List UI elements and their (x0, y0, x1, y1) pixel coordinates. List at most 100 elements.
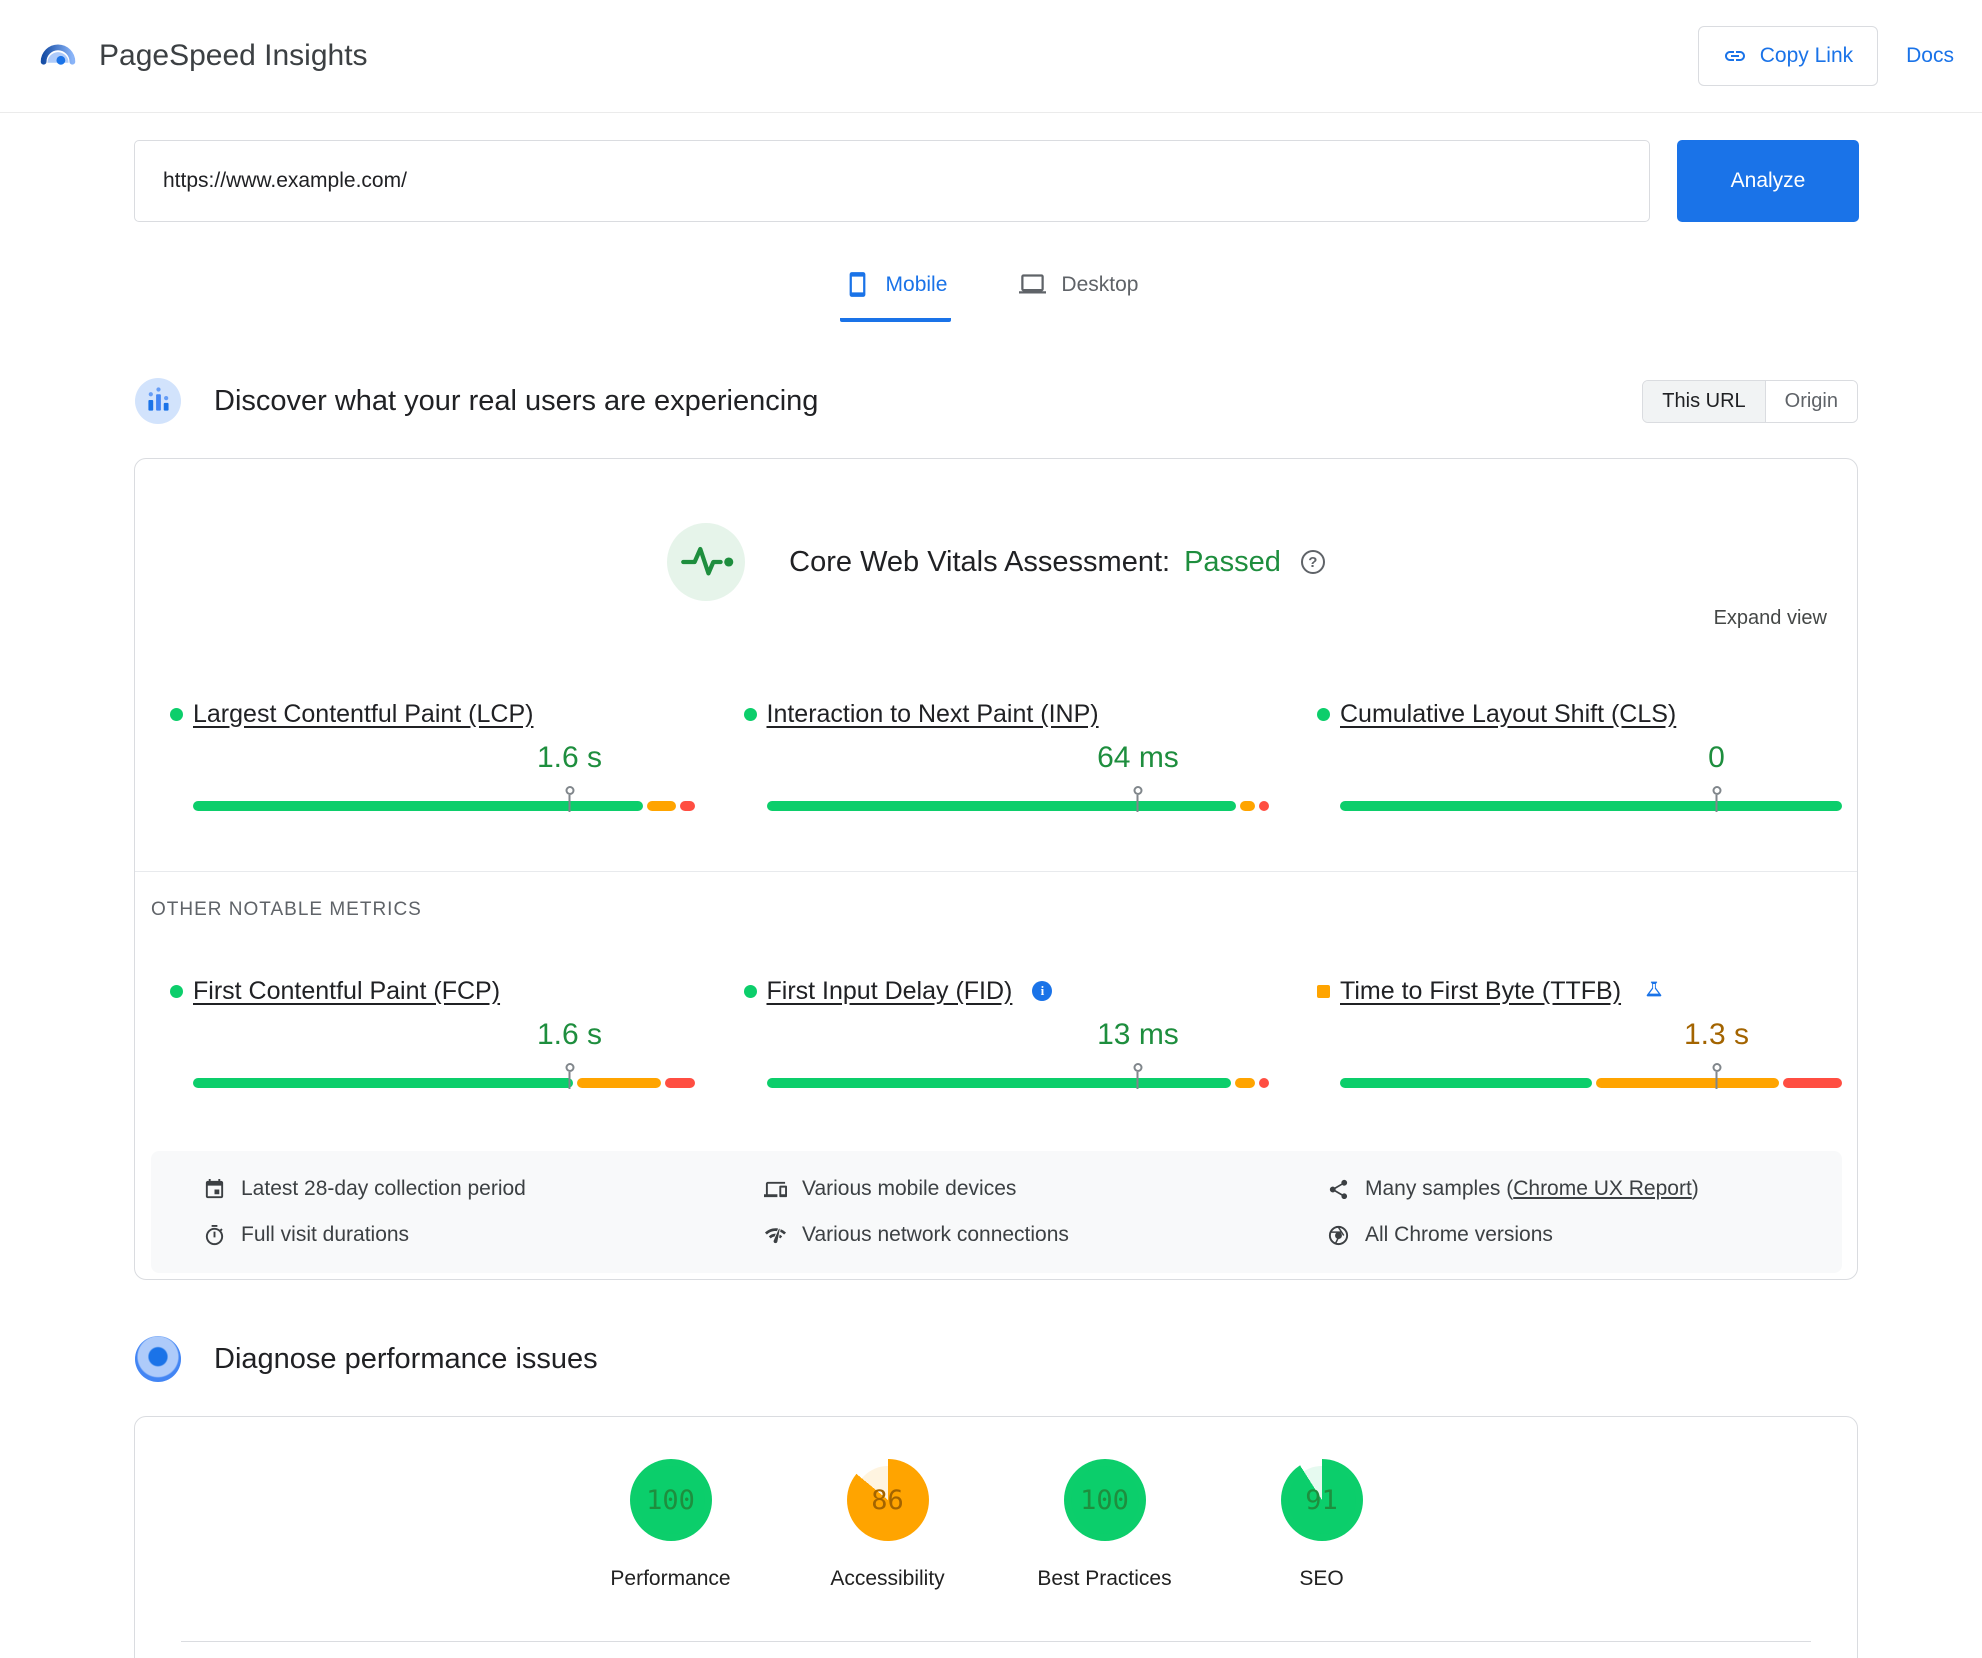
expand-view-link[interactable]: Expand view (1713, 607, 1827, 629)
footnote-collection-period: Latest 28-day collection period (203, 1177, 764, 1201)
report-divider (181, 1641, 1811, 1642)
field-data-footnotes: Latest 28-day collection period Full vis… (151, 1151, 1842, 1273)
pagespeed-logo-icon (40, 44, 76, 65)
metric-link-fid[interactable]: First Input Delay (FID) (766, 976, 1013, 1005)
calendar-icon (205, 1178, 224, 1198)
score-value: 91 (1305, 1484, 1338, 1516)
tab-mobile-label: Mobile (885, 272, 948, 296)
help-icon[interactable]: ? (1300, 550, 1325, 574)
footnote-mobile-devices: Various mobile devices (764, 1177, 1327, 1201)
metric-ttfb: Time to First Byte (TTFB) 1.3 s (1317, 976, 1842, 1089)
pulse-icon (667, 523, 746, 601)
category-scores: 100 Performance 86 Accessibility 100 Bes… (135, 1417, 1857, 1591)
status-dot (743, 984, 757, 998)
app-title: PageSpeed Insights (99, 39, 368, 72)
cwv-assessment-result: Passed (1184, 545, 1281, 578)
stopwatch-icon (205, 1224, 224, 1245)
metric-inp: Interaction to Next Paint (INP) 64 ms (743, 699, 1269, 812)
copy-link-button[interactable]: Copy Link (1697, 26, 1879, 86)
lighthouse-report-card: 100 Performance 86 Accessibility 100 Bes… (134, 1416, 1858, 1658)
url-input[interactable] (134, 140, 1650, 222)
metric-value: 1.3 s (1683, 1018, 1750, 1051)
score-gauge[interactable]: 86 (846, 1459, 929, 1541)
status-dot (170, 984, 183, 998)
score-gauge[interactable]: 91 (1280, 1459, 1363, 1541)
laptop-icon (1019, 274, 1047, 294)
card-divider (135, 871, 1857, 872)
distribution-bar (1340, 1063, 1842, 1089)
chrome-icon (1328, 1225, 1349, 1245)
status-dot (1317, 707, 1330, 721)
info-icon[interactable]: i (1032, 981, 1053, 1001)
score-gauge[interactable]: 100 (1063, 1459, 1146, 1541)
other-metrics-row: First Contentful Paint (FCP) 1.6 s First… (135, 976, 1857, 1089)
footnote-chrome-versions: All Chrome versions (1327, 1223, 1842, 1247)
samples-icon (1329, 1179, 1348, 1199)
experimental-flask-icon[interactable] (1643, 978, 1665, 1005)
core-web-vitals-card: Core Web Vitals Assessment: Passed ? Exp… (134, 458, 1858, 1280)
score-accessibility: 86 Accessibility (783, 1459, 993, 1591)
tab-desktop-label: Desktop (1061, 272, 1139, 296)
metric-link-inp[interactable]: Interaction to Next Paint (INP) (766, 699, 1099, 728)
p75-marker (1133, 1063, 1143, 1089)
url-bar: Analyze (134, 140, 1859, 222)
scope-toggle: This URL Origin (1642, 379, 1858, 423)
score-performance: 100 Performance (566, 1459, 776, 1591)
chrome-ux-report-link[interactable]: Chrome UX Report (1513, 1177, 1692, 1200)
footnote-samples: Many samples (Chrome UX Report) (1327, 1177, 1842, 1201)
footnote-text: All Chrome versions (1365, 1223, 1553, 1246)
metric-value: 64 ms (1097, 741, 1179, 774)
field-data-title: Discover what your real users are experi… (214, 384, 819, 417)
distribution-bar (1340, 786, 1842, 812)
metric-link-lcp[interactable]: Largest Contentful Paint (LCP) (193, 699, 534, 728)
network-icon (764, 1227, 787, 1243)
metric-fid: First Input Delay (FID) i 13 ms (743, 976, 1269, 1089)
metric-link-ttfb[interactable]: Time to First Byte (TTFB) (1340, 976, 1622, 1005)
tab-mobile[interactable]: Mobile (839, 271, 952, 322)
metric-fcp: First Contentful Paint (FCP) 1.6 s (170, 976, 695, 1089)
distribution-bar (766, 1063, 1269, 1089)
metric-value: 0 (1708, 741, 1725, 774)
tab-desktop[interactable]: Desktop (1015, 271, 1142, 322)
copy-link-label: Copy Link (1759, 44, 1854, 67)
metric-link-cls[interactable]: Cumulative Layout Shift (CLS) (1340, 699, 1677, 728)
distribution-bar (193, 786, 695, 812)
status-dot (743, 707, 757, 721)
score-gauge[interactable]: 100 (629, 1459, 712, 1541)
score-best-practices: 100 Best Practices (1000, 1459, 1210, 1591)
metric-lcp: Largest Contentful Paint (LCP) 1.6 s (170, 699, 695, 812)
metric-value: 1.6 s (536, 1018, 603, 1051)
p75-marker (1712, 1063, 1721, 1089)
devices-icon (764, 1181, 787, 1197)
metric-link-fcp[interactable]: First Contentful Paint (FCP) (193, 976, 501, 1005)
score-value: 100 (646, 1484, 695, 1516)
toggle-this-url[interactable]: This URL (1643, 380, 1766, 422)
score-value: 86 (871, 1484, 904, 1516)
diagnose-title: Diagnose performance issues (214, 1342, 598, 1375)
cwv-assessment-label: Core Web Vitals Assessment: (789, 545, 1171, 578)
analyze-button[interactable]: Analyze (1677, 140, 1859, 222)
p75-marker (565, 1063, 574, 1089)
cwv-assessment-head: Core Web Vitals Assessment: Passed ? (135, 459, 1857, 601)
score-label: Performance (610, 1567, 731, 1590)
toggle-origin[interactable]: Origin (1765, 380, 1857, 422)
docs-link[interactable]: Docs (1906, 44, 1954, 67)
footnote-text: Many samples (Chrome UX Report) (1365, 1177, 1699, 1200)
field-data-section-head: Discover what your real users are experi… (135, 378, 1858, 424)
cwv-assessment-title: Core Web Vitals Assessment: Passed ? (789, 546, 1325, 579)
status-dot (1317, 984, 1330, 998)
p75-marker (565, 786, 574, 812)
diagnose-section-head: Diagnose performance issues (135, 1336, 1858, 1382)
smartphone-icon (849, 272, 865, 297)
footnote-text: Various mobile devices (802, 1177, 1017, 1200)
footnote-visit-durations: Full visit durations (203, 1223, 764, 1247)
score-seo: 91 SEO (1217, 1459, 1427, 1591)
core-metrics-row: Largest Contentful Paint (LCP) 1.6 s Int… (135, 699, 1857, 812)
score-label: Best Practices (1037, 1567, 1172, 1590)
distribution-bar (193, 1063, 695, 1089)
metric-value: 13 ms (1097, 1018, 1179, 1051)
p75-marker (1133, 786, 1143, 812)
link-icon (1724, 51, 1745, 61)
metric-cls: Cumulative Layout Shift (CLS) 0 (1317, 699, 1842, 812)
other-metrics-heading: OTHER NOTABLE METRICS (151, 899, 422, 920)
